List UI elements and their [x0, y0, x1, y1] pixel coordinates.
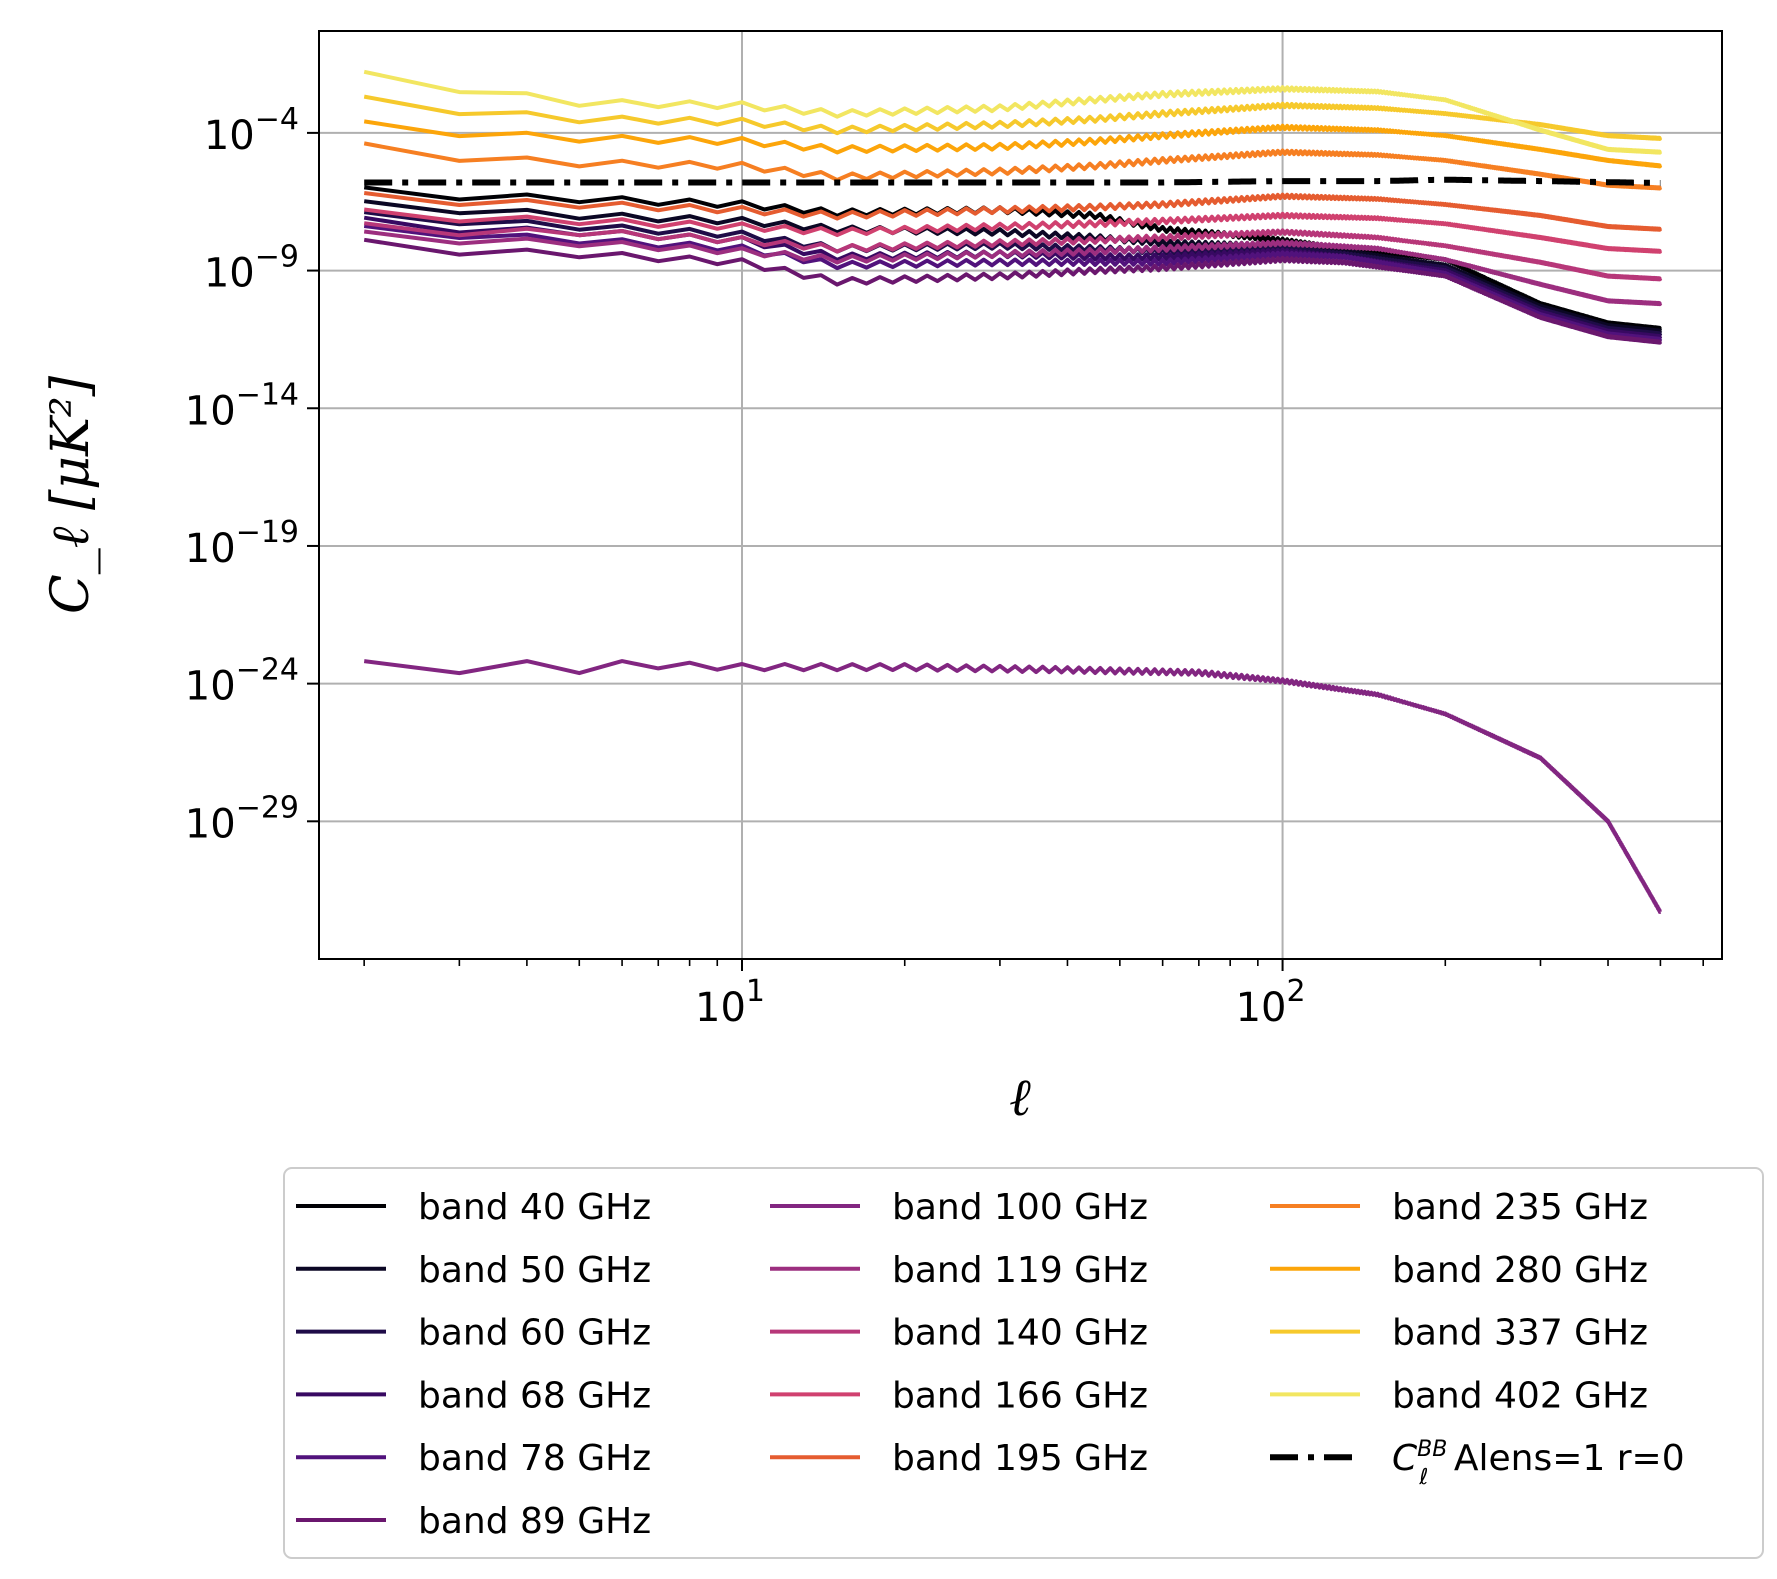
y-axis-label: C_ℓ [μK²] [41, 375, 101, 614]
series-line [363, 221, 1663, 282]
x-tick-label: 102 [1236, 974, 1306, 1031]
ticks: 101 102 10−4 10−9 10−14 10−19 10−24 10−29 [185, 102, 1705, 1031]
legend-label: band 195 GHz [892, 1438, 1148, 1479]
legend-frame [283, 1167, 1764, 1559]
y-tick-label: 10−19 [185, 515, 299, 572]
y-tick-label: 10−4 [204, 102, 299, 159]
legend-label: band 280 GHz [1392, 1250, 1648, 1291]
y-tick-label: 10−9 [204, 240, 299, 297]
legend: band 40 GHz band 50 GHz band 60 GHz band 68… [283, 1167, 1764, 1559]
series-line [363, 94, 1663, 141]
reference-line [364, 176, 1661, 186]
series-line [363, 229, 1663, 307]
series-line [363, 215, 1663, 340]
legend-label-reference: CBB ℓ Alens=1 r=0 [1392, 1437, 1685, 1490]
legend-label: band 89 GHz [418, 1501, 651, 1542]
legend-label: band 50 GHz [418, 1250, 651, 1291]
legend-label: band 100 GHz [892, 1187, 1148, 1228]
legend-label: band 402 GHz [1392, 1375, 1648, 1416]
y-tick-label: 10−29 [185, 790, 299, 847]
series-line [363, 659, 1662, 914]
legend-label: band 235 GHz [1392, 1187, 1648, 1228]
series-line [363, 237, 1663, 345]
legend-label: band 166 GHz [892, 1375, 1148, 1416]
series-line [363, 69, 1663, 155]
y-tick-label: 10−24 [185, 653, 299, 710]
grid [319, 31, 1722, 959]
x-axis-label: ℓ [1009, 1068, 1031, 1128]
series-line [363, 119, 1663, 169]
x-tick-label: 101 [695, 974, 765, 1031]
legend-label: band 60 GHz [418, 1313, 651, 1354]
plot-frame [318, 30, 1723, 960]
series-layer [363, 69, 1663, 914]
series-line [363, 191, 1663, 232]
y-tick-label: 10−14 [185, 377, 299, 434]
legend-label: band 40 GHz [418, 1187, 651, 1228]
legend-label: band 337 GHz [1392, 1313, 1648, 1354]
legend-label: band 140 GHz [892, 1313, 1148, 1354]
series-line [363, 207, 1663, 254]
series-line [363, 141, 1663, 191]
legend-label: band 119 GHz [892, 1250, 1148, 1291]
y-axis-label-text: C_ℓ [μK²] [41, 375, 101, 614]
legend-label: band 78 GHz [418, 1438, 651, 1479]
legend-label: band 68 GHz [418, 1375, 651, 1416]
